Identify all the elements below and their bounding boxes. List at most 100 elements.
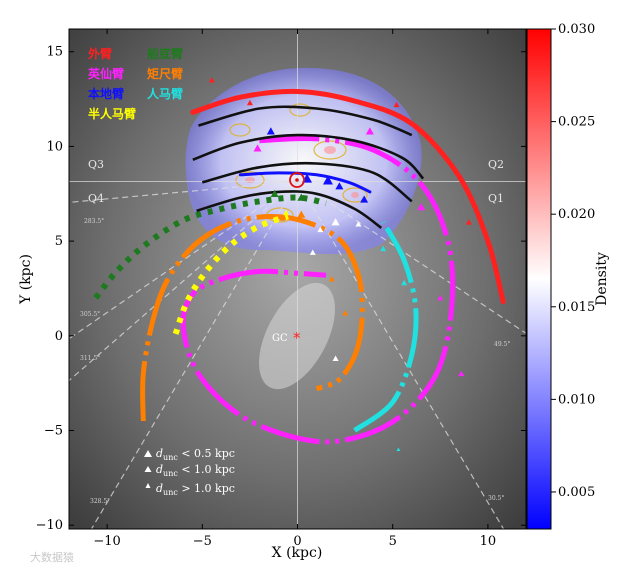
source-marker-21	[270, 189, 279, 197]
x-tick-label: 10	[480, 534, 497, 549]
legend-perseus-arm: 英仙臂	[88, 66, 124, 81]
colorbar-tick-label: 0.005	[558, 485, 595, 500]
y-tick-label: 5	[55, 234, 63, 249]
marker-legend-dunc-10: dunc < 1.0 kpc	[156, 463, 235, 478]
source-marker-23	[331, 218, 340, 226]
watermark: 大数据猿	[30, 550, 74, 564]
quadrant-label-q3: Q3	[88, 158, 104, 171]
source-marker-20	[396, 447, 401, 452]
fit-line-1	[192, 133, 425, 180]
galactic-center-marker: *	[293, 329, 301, 347]
tangent-label-305: 305.5°	[80, 311, 100, 318]
source-marker-24	[317, 226, 324, 233]
y-tick-label: 0	[55, 329, 63, 344]
source-marker-28	[283, 209, 290, 216]
source-marker-16	[342, 310, 349, 316]
colorbar-ticks: 0.005 0.010 0.015 0.020 0.025 0.030	[551, 22, 595, 500]
source-marker-25	[309, 249, 316, 255]
x-axis-title: X (kpc)	[272, 545, 323, 561]
tangent-line-3	[90, 181, 299, 529]
sun-marker	[289, 172, 305, 188]
source-marker-6	[208, 77, 215, 83]
x-tick-label: −10	[93, 534, 120, 549]
source-marker-19	[380, 245, 387, 252]
colorbar-tick-label: 0.025	[558, 115, 595, 130]
tangent-label-283: 283.5°	[84, 218, 104, 225]
arm-legend: 外臂 船底臂 英仙臂 矩尺臂 本地臂 人马臂 半人马臂	[88, 46, 183, 121]
y-tick-label: −5	[44, 424, 63, 439]
source-marker-1	[322, 175, 333, 185]
colorbar-tick-label: 0.010	[558, 392, 595, 407]
colorbar	[526, 28, 552, 530]
x-tick-label: 0	[293, 534, 301, 549]
arm-curve-0	[190, 88, 506, 305]
quadrant-label-q1: Q1	[488, 192, 504, 205]
density-region	[185, 67, 422, 255]
source-marker-2	[335, 182, 344, 190]
fit-line-2	[201, 161, 413, 203]
marker-legend: dunc < 0.5 kpc dunc < 1.0 kpc dunc > 1.0…	[144, 447, 235, 497]
x-tick-label: 5	[389, 534, 397, 549]
legend-carina-arm: 船底臂	[147, 46, 183, 61]
galactic-center-label: GC	[272, 333, 288, 344]
arm-curves	[93, 88, 506, 445]
source-marker-22	[297, 193, 306, 201]
marker-legend-icon-medium	[144, 466, 152, 472]
colorbar-tick-label: 0.030	[558, 22, 595, 37]
source-marker-3	[266, 127, 275, 135]
x-axis-ticks: −10 −5 0 5 10	[93, 29, 496, 549]
fit-lines	[192, 105, 425, 229]
source-marker-11	[437, 294, 444, 301]
source-marker-13	[253, 144, 262, 152]
y-axis-ticks: −10 −5 0 5 10 15	[36, 45, 526, 533]
tangent-label-30: 30.5°	[488, 495, 504, 502]
source-marker-14	[297, 210, 306, 218]
source-marker-12	[458, 370, 465, 377]
x-tick-label: −5	[193, 534, 212, 549]
tangent-label-311: 311.5°	[80, 355, 100, 362]
tangent-label-49: 49.5°	[494, 341, 510, 348]
fit-line-0	[198, 105, 413, 137]
colorbar-tick-label: 0.020	[558, 207, 595, 222]
tangent-label-328: 328.5°	[90, 498, 110, 505]
source-marker-26	[332, 355, 339, 361]
legend-norma-arm: 矩尺臂	[146, 66, 183, 81]
source-marker-18	[401, 279, 408, 286]
quadrant-label-q4: Q4	[88, 192, 104, 205]
source-marker-4	[360, 195, 369, 203]
source-marker-17	[279, 215, 286, 221]
source-marker-15	[328, 276, 335, 282]
colorbar-tick-label: 0.015	[558, 300, 595, 315]
y-tick-label: −10	[36, 518, 63, 533]
arm-curve-4	[353, 220, 419, 433]
legend-centaurus-arm: 半人马臂	[88, 106, 136, 121]
source-markers	[208, 77, 472, 452]
marker-legend-dunc-gt: dunc > 1.0 kpc	[156, 482, 235, 497]
legend-outer-arm: 外臂	[88, 46, 112, 61]
source-marker-27	[355, 221, 362, 227]
arm-curve-5	[93, 194, 327, 300]
y-axis-title: Y (kpc)	[18, 254, 34, 305]
tangent-line-4	[297, 180, 526, 335]
source-marker-8	[393, 101, 400, 108]
source-marker-10	[417, 203, 426, 211]
colorbar-title: Density	[594, 252, 610, 306]
marker-legend-icon-large	[145, 483, 151, 488]
source-marker-5	[246, 99, 253, 106]
y-tick-label: 10	[46, 139, 63, 154]
source-marker-9	[365, 127, 374, 135]
legend-sagittarius-arm: 人马臂	[147, 86, 183, 101]
y-tick-label: 15	[46, 45, 63, 60]
legend-local-arm: 本地臂	[88, 86, 124, 101]
fit-line-3	[196, 190, 383, 229]
arm-curve-2	[238, 171, 372, 194]
arm-curve-1	[180, 135, 456, 445]
arm-curve-6	[172, 213, 289, 335]
quadrant-label-q2: Q2	[488, 158, 504, 171]
tangent-line-5	[296, 181, 505, 529]
marker-legend-icon-small	[144, 450, 152, 457]
density-clumps	[229, 103, 368, 223]
marker-legend-dunc-05: dunc < 0.5 kpc	[156, 447, 235, 462]
source-marker-7	[465, 219, 472, 225]
